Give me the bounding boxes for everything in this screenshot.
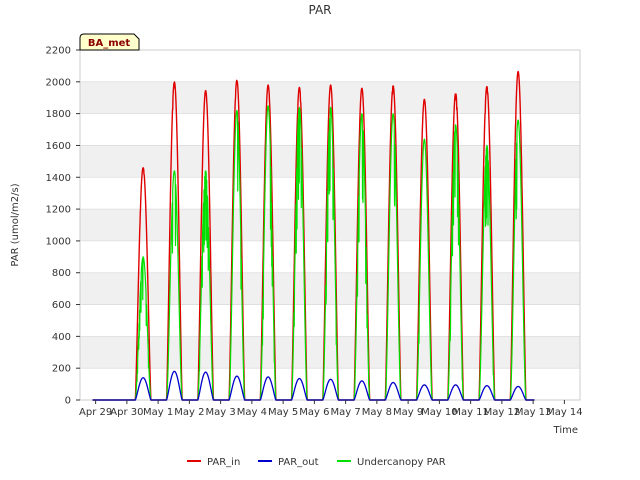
x-tick-label: May 12: [484, 407, 521, 418]
plot-band: [80, 240, 580, 273]
x-tick-label: May 7: [331, 407, 361, 418]
series-lines: [92, 70, 535, 401]
y-tick-label: 200: [52, 364, 71, 375]
y-tick-label: 1400: [46, 173, 71, 184]
y-axis-label: PAR (umol/m2/s): [10, 183, 21, 266]
y-tick-label: 400: [52, 332, 71, 343]
y-tick-label: 1600: [46, 141, 71, 152]
legend-label-par-in: PAR_in: [207, 457, 240, 468]
x-tick-label: May 6: [299, 407, 329, 418]
x-tick-label: May 13: [515, 407, 552, 418]
plot-band: [80, 336, 580, 369]
chart-title: PAR: [308, 3, 331, 17]
y-tick-label: 2000: [46, 77, 71, 88]
plot-band: [80, 50, 580, 82]
plot-band: [80, 304, 580, 337]
x-tick-label: May 10: [421, 407, 458, 418]
legend-label-undercanopy: Undercanopy PAR: [357, 457, 446, 468]
legend: PAR_in PAR_out Undercanopy PAR: [187, 457, 446, 468]
y-tick-label: 1000: [46, 236, 71, 247]
badge-label: BA_met: [88, 38, 131, 49]
legend-label-par-out: PAR_out: [278, 457, 319, 468]
y-axis-ticks: 0 200 400 600 800 1000 1200 1400 1600 1800 2000 220…: [46, 46, 80, 407]
x-tick-label: May 14: [546, 407, 583, 418]
station-badge: BA_met: [79, 33, 140, 51]
x-tick-label: May 11: [452, 407, 489, 418]
plot-bands: [80, 50, 580, 400]
x-tick-label: May 4: [237, 407, 267, 418]
x-tick-label: May 2: [174, 407, 204, 418]
series-line-par-out: [92, 370, 535, 401]
y-tick-label: 1800: [46, 109, 71, 120]
y-tick-label: 600: [52, 300, 71, 311]
x-tick-label: Apr 29: [79, 407, 112, 418]
y-tick-label: 2200: [46, 46, 71, 57]
x-tick-label: May 1: [143, 407, 173, 418]
x-tick-label: May 3: [206, 407, 236, 418]
x-tick-label: May 9: [393, 407, 423, 418]
badge-box: [79, 33, 140, 51]
x-tick-label: May 8: [362, 407, 392, 418]
plot-band: [80, 368, 580, 400]
x-tick-label: May 5: [268, 407, 298, 418]
plot-band: [80, 272, 580, 305]
x-tick-label: Apr 30: [110, 407, 143, 418]
y-tick-label: 800: [52, 268, 71, 279]
y-tick-label: 1200: [46, 205, 71, 216]
plot-frame: [79, 49, 581, 401]
x-axis-label: Time: [553, 425, 578, 436]
plot-band: [80, 209, 580, 241]
y-tick-label: 0: [65, 396, 71, 407]
